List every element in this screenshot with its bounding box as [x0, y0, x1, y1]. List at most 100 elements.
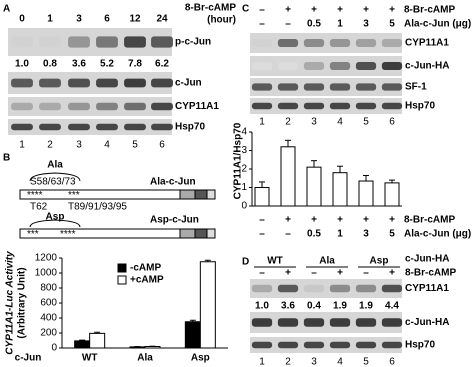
- legend-swatch: [117, 263, 127, 273]
- band: [68, 36, 90, 48]
- quant-label: 1.0: [255, 301, 269, 312]
- blot: [250, 98, 402, 114]
- condition-label: +: [311, 5, 317, 16]
- mutant-label: Ala: [47, 160, 63, 171]
- band: [329, 284, 351, 293]
- condition-label: +: [285, 268, 291, 279]
- panel-label: D: [242, 257, 249, 268]
- y-tick-label: 800: [40, 283, 57, 294]
- blot-label: p-c-Jun: [175, 37, 211, 48]
- blot-label: c-Jun-HA: [405, 61, 449, 72]
- y-axis-label: (Arbitrary Unit): [17, 267, 28, 338]
- domain-box: [194, 189, 208, 200]
- band: [124, 123, 146, 131]
- lane-number: 5: [363, 357, 369, 367]
- panel-label: B: [3, 153, 10, 164]
- band: [303, 62, 325, 70]
- bar: [254, 187, 270, 207]
- band: [381, 318, 403, 327]
- band: [96, 102, 118, 111]
- lane-number: 5: [132, 140, 138, 151]
- bar: [306, 166, 322, 207]
- quant-label: 7.8: [128, 59, 142, 70]
- time-label: 0: [19, 14, 25, 25]
- condition-label: +: [389, 268, 395, 279]
- condition-label: –: [311, 268, 317, 279]
- band: [355, 284, 377, 293]
- condition-label: –: [285, 19, 291, 30]
- band: [11, 78, 33, 88]
- band: [329, 318, 351, 327]
- band: [303, 102, 325, 110]
- condition-label: +: [311, 215, 317, 226]
- legend-label: +cAMP: [130, 275, 164, 286]
- blot-label: c-Jun: [175, 78, 202, 89]
- x-tick-label: WT: [82, 353, 98, 364]
- blot-label: CYP11A1: [175, 101, 219, 112]
- band: [303, 318, 325, 327]
- time-label: 6: [104, 14, 110, 25]
- bar: [184, 321, 201, 349]
- quant-label: 3.6: [72, 59, 86, 70]
- condition-name: Ala-c-Jun (μg): [404, 229, 471, 240]
- quant-label: 6.2: [155, 59, 169, 70]
- condition-label: +: [389, 215, 395, 226]
- treatment-label: 8-Br-cAMP: [185, 3, 236, 14]
- site-stars: ****: [27, 190, 43, 201]
- x-category-label: 2: [285, 117, 291, 128]
- lane-number: 6: [389, 357, 395, 367]
- band: [151, 36, 173, 48]
- band: [151, 102, 173, 111]
- bar: [332, 172, 348, 207]
- band: [96, 78, 118, 88]
- construct-bar: [19, 228, 181, 239]
- condition-label: 5: [389, 19, 395, 30]
- condition-label: 3: [363, 229, 369, 240]
- condition-label: 0.5: [307, 19, 321, 30]
- row-label: c-Jun-HA: [405, 254, 449, 265]
- band: [96, 123, 118, 131]
- y-tick-label: 3: [241, 145, 247, 156]
- construct-bar: [19, 189, 181, 200]
- band: [251, 341, 273, 349]
- quant-label: 4.4: [385, 301, 399, 312]
- condition-label: +: [337, 268, 343, 279]
- y-tick-label: 2: [241, 164, 247, 175]
- band: [303, 83, 325, 91]
- condition-name: Ala-c-Jun (μg): [404, 19, 471, 30]
- band: [277, 318, 299, 327]
- row-label: 8-Br-cAMP: [405, 268, 456, 279]
- x-category-label: 3: [311, 117, 317, 128]
- x-tick-label: Ala: [137, 353, 153, 364]
- condition-label: 0.5: [307, 229, 321, 240]
- band: [303, 39, 325, 47]
- blot: [8, 119, 172, 135]
- band: [11, 102, 33, 111]
- band: [68, 102, 90, 111]
- quant-label: 5.2: [100, 59, 114, 70]
- band: [277, 102, 299, 110]
- band: [251, 102, 273, 110]
- bar: [280, 146, 296, 207]
- time-label: 1: [47, 14, 53, 25]
- y-tick-label: 200: [40, 328, 57, 339]
- condition-label: +: [337, 5, 343, 16]
- band: [124, 78, 146, 88]
- band: [355, 102, 377, 110]
- band: [329, 83, 351, 91]
- bar: [74, 340, 91, 349]
- site-stars: ****: [60, 229, 76, 240]
- band: [251, 284, 273, 293]
- lane-number: 6: [159, 140, 165, 151]
- x-category-label: 1: [259, 117, 265, 128]
- band: [329, 102, 351, 110]
- condition-label: –: [259, 229, 265, 240]
- blot: [8, 72, 172, 94]
- blot: [250, 337, 402, 353]
- condition-label: –: [259, 5, 265, 16]
- band: [329, 39, 351, 47]
- blot-label: c-Jun-HA: [405, 317, 449, 328]
- blot-label: CYP11A1: [405, 38, 449, 49]
- band: [381, 341, 403, 349]
- band: [11, 123, 33, 131]
